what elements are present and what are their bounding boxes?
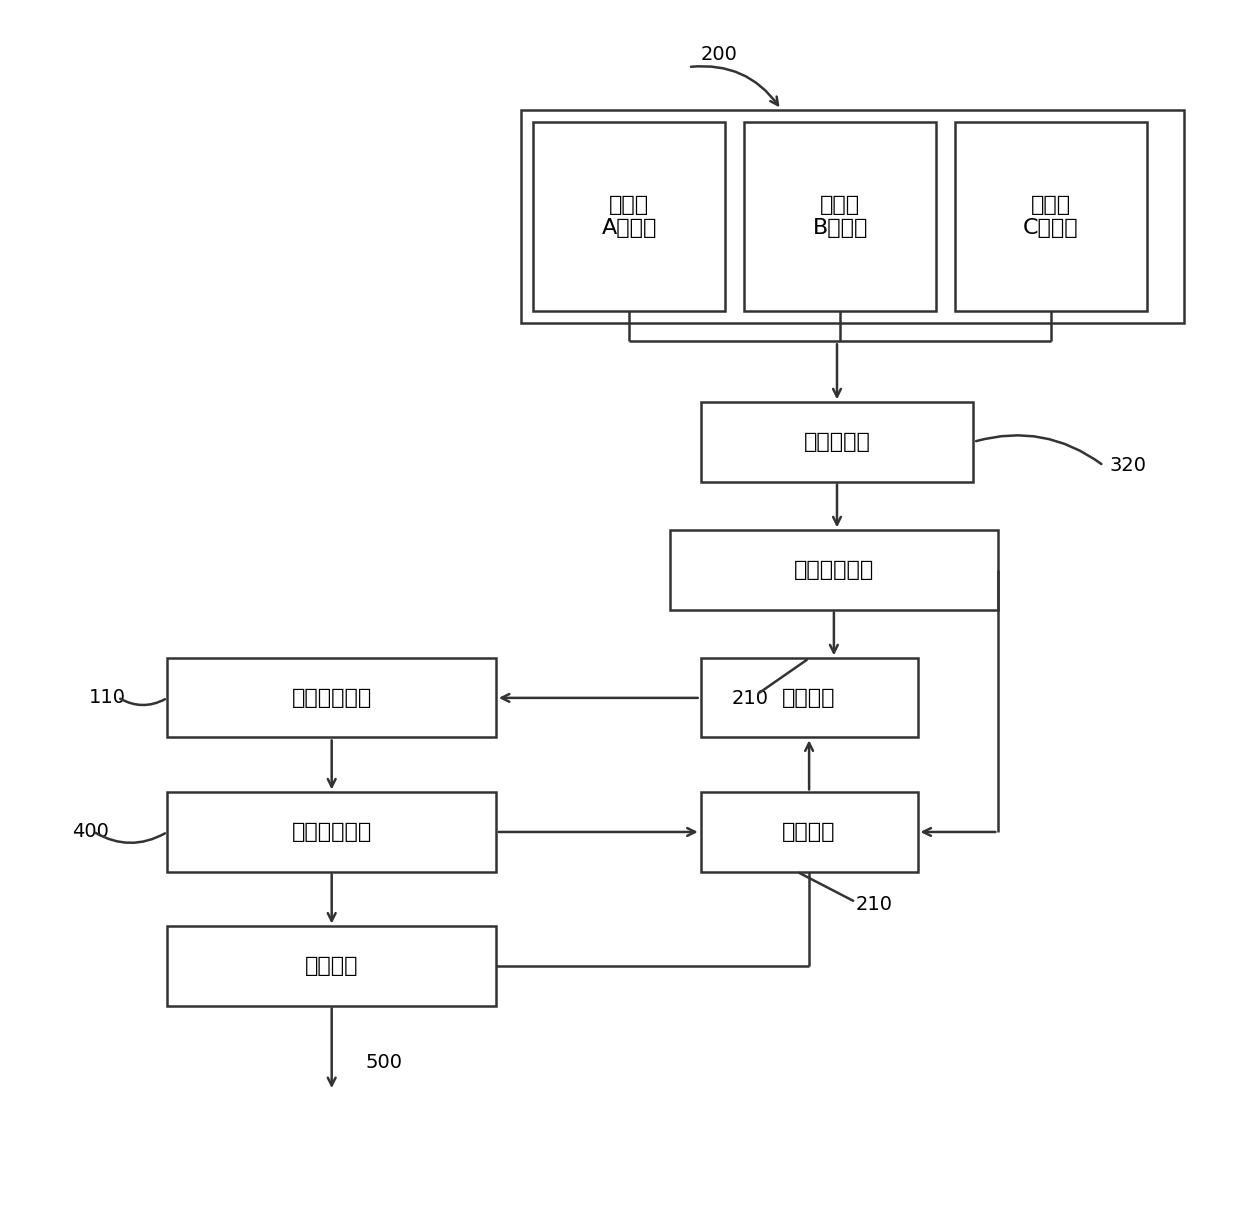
Text: 避雷器
B相电压: 避雷器 B相电压 xyxy=(812,195,868,238)
Bar xyxy=(744,122,936,311)
Text: 320: 320 xyxy=(1110,456,1147,475)
Text: 400: 400 xyxy=(72,822,109,841)
Bar xyxy=(521,110,1184,323)
Bar xyxy=(533,122,725,311)
Text: 200: 200 xyxy=(701,45,738,65)
Text: 110: 110 xyxy=(89,688,126,707)
Text: 500: 500 xyxy=(366,1053,403,1073)
Text: 信号处理模块: 信号处理模块 xyxy=(291,822,372,842)
Text: 放大滤波处理: 放大滤波处理 xyxy=(794,560,874,580)
Bar xyxy=(955,122,1147,311)
Text: 无线模块: 无线模块 xyxy=(782,822,836,842)
Bar xyxy=(167,792,496,872)
Bar xyxy=(701,658,918,737)
Text: 避雷器
A相电压: 避雷器 A相电压 xyxy=(601,195,657,238)
Text: 主控模块: 主控模块 xyxy=(305,956,358,976)
Text: 模数转换模块: 模数转换模块 xyxy=(291,688,372,708)
Text: 无线模块: 无线模块 xyxy=(782,688,836,708)
Bar xyxy=(167,926,496,1006)
Text: 210: 210 xyxy=(732,689,769,708)
Text: 210: 210 xyxy=(856,895,893,914)
Bar xyxy=(167,658,496,737)
Text: 避雷器
C相电压: 避雷器 C相电压 xyxy=(1023,195,1079,238)
Bar xyxy=(670,530,998,610)
Text: 电压互感器: 电压互感器 xyxy=(804,432,870,452)
Bar xyxy=(701,792,918,872)
Bar xyxy=(701,402,973,482)
